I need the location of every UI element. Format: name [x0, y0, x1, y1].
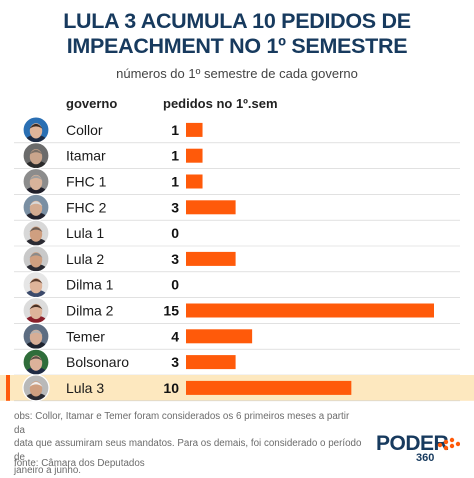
category-label-collor: Collor: [66, 122, 103, 138]
category-label-dilma-1: Dilma 1: [66, 277, 114, 293]
value-label-itamar: 1: [171, 148, 179, 164]
value-label-lula-1: 0: [171, 225, 179, 241]
value-label-temer: 4: [171, 328, 179, 344]
bar-dilma-2: [186, 304, 434, 318]
category-label-lula-3: Lula 3: [66, 380, 104, 396]
category-label-lula-1: Lula 1: [66, 225, 104, 241]
category-label-dilma-2: Dilma 2: [66, 303, 114, 319]
category-label-lula-2: Lula 2: [66, 251, 104, 267]
bar-itamar: [186, 149, 203, 163]
value-label-lula-2: 3: [171, 251, 179, 267]
bar-lula-2: [186, 252, 236, 266]
logo-dots-icon: [436, 437, 460, 453]
bar-temer: [186, 329, 252, 343]
category-label-bolsonaro: Bolsonaro: [66, 354, 129, 370]
category-label-temer: Temer: [66, 328, 105, 344]
value-label-lula-3: 10: [163, 380, 179, 396]
source-note: fonte: Câmara dos Deputados: [14, 458, 145, 469]
value-label-dilma-1: 0: [171, 277, 179, 293]
bar-fhc-1: [186, 175, 203, 189]
value-label-dilma-2: 15: [163, 303, 179, 319]
bar-lula-3: [186, 381, 351, 395]
value-label-collor: 1: [171, 122, 179, 138]
bar-collor: [186, 123, 203, 137]
bar-chart: Collor 1 Itamar 1 FHC 1 1 FHC 2 3 Lula 1 0 Lula 2 3…: [0, 0, 474, 412]
footnote-line-1: obs: Collor, Itamar e Temer foram consid…: [14, 410, 362, 437]
category-label-fhc-2: FHC 2: [66, 199, 107, 215]
value-label-bolsonaro: 3: [171, 354, 179, 370]
category-label-fhc-1: FHC 1: [66, 174, 107, 190]
value-label-fhc-2: 3: [171, 199, 179, 215]
bar-bolsonaro: [186, 355, 236, 369]
logo-number: 360: [416, 452, 434, 464]
bar-fhc-2: [186, 200, 236, 214]
portrait-lula3-icon: [23, 375, 49, 409]
category-label-itamar: Itamar: [66, 148, 106, 164]
poder360-logo-icon: PODER 360: [376, 432, 466, 466]
highlight-marker: [6, 375, 10, 401]
value-label-fhc-1: 1: [171, 174, 179, 190]
